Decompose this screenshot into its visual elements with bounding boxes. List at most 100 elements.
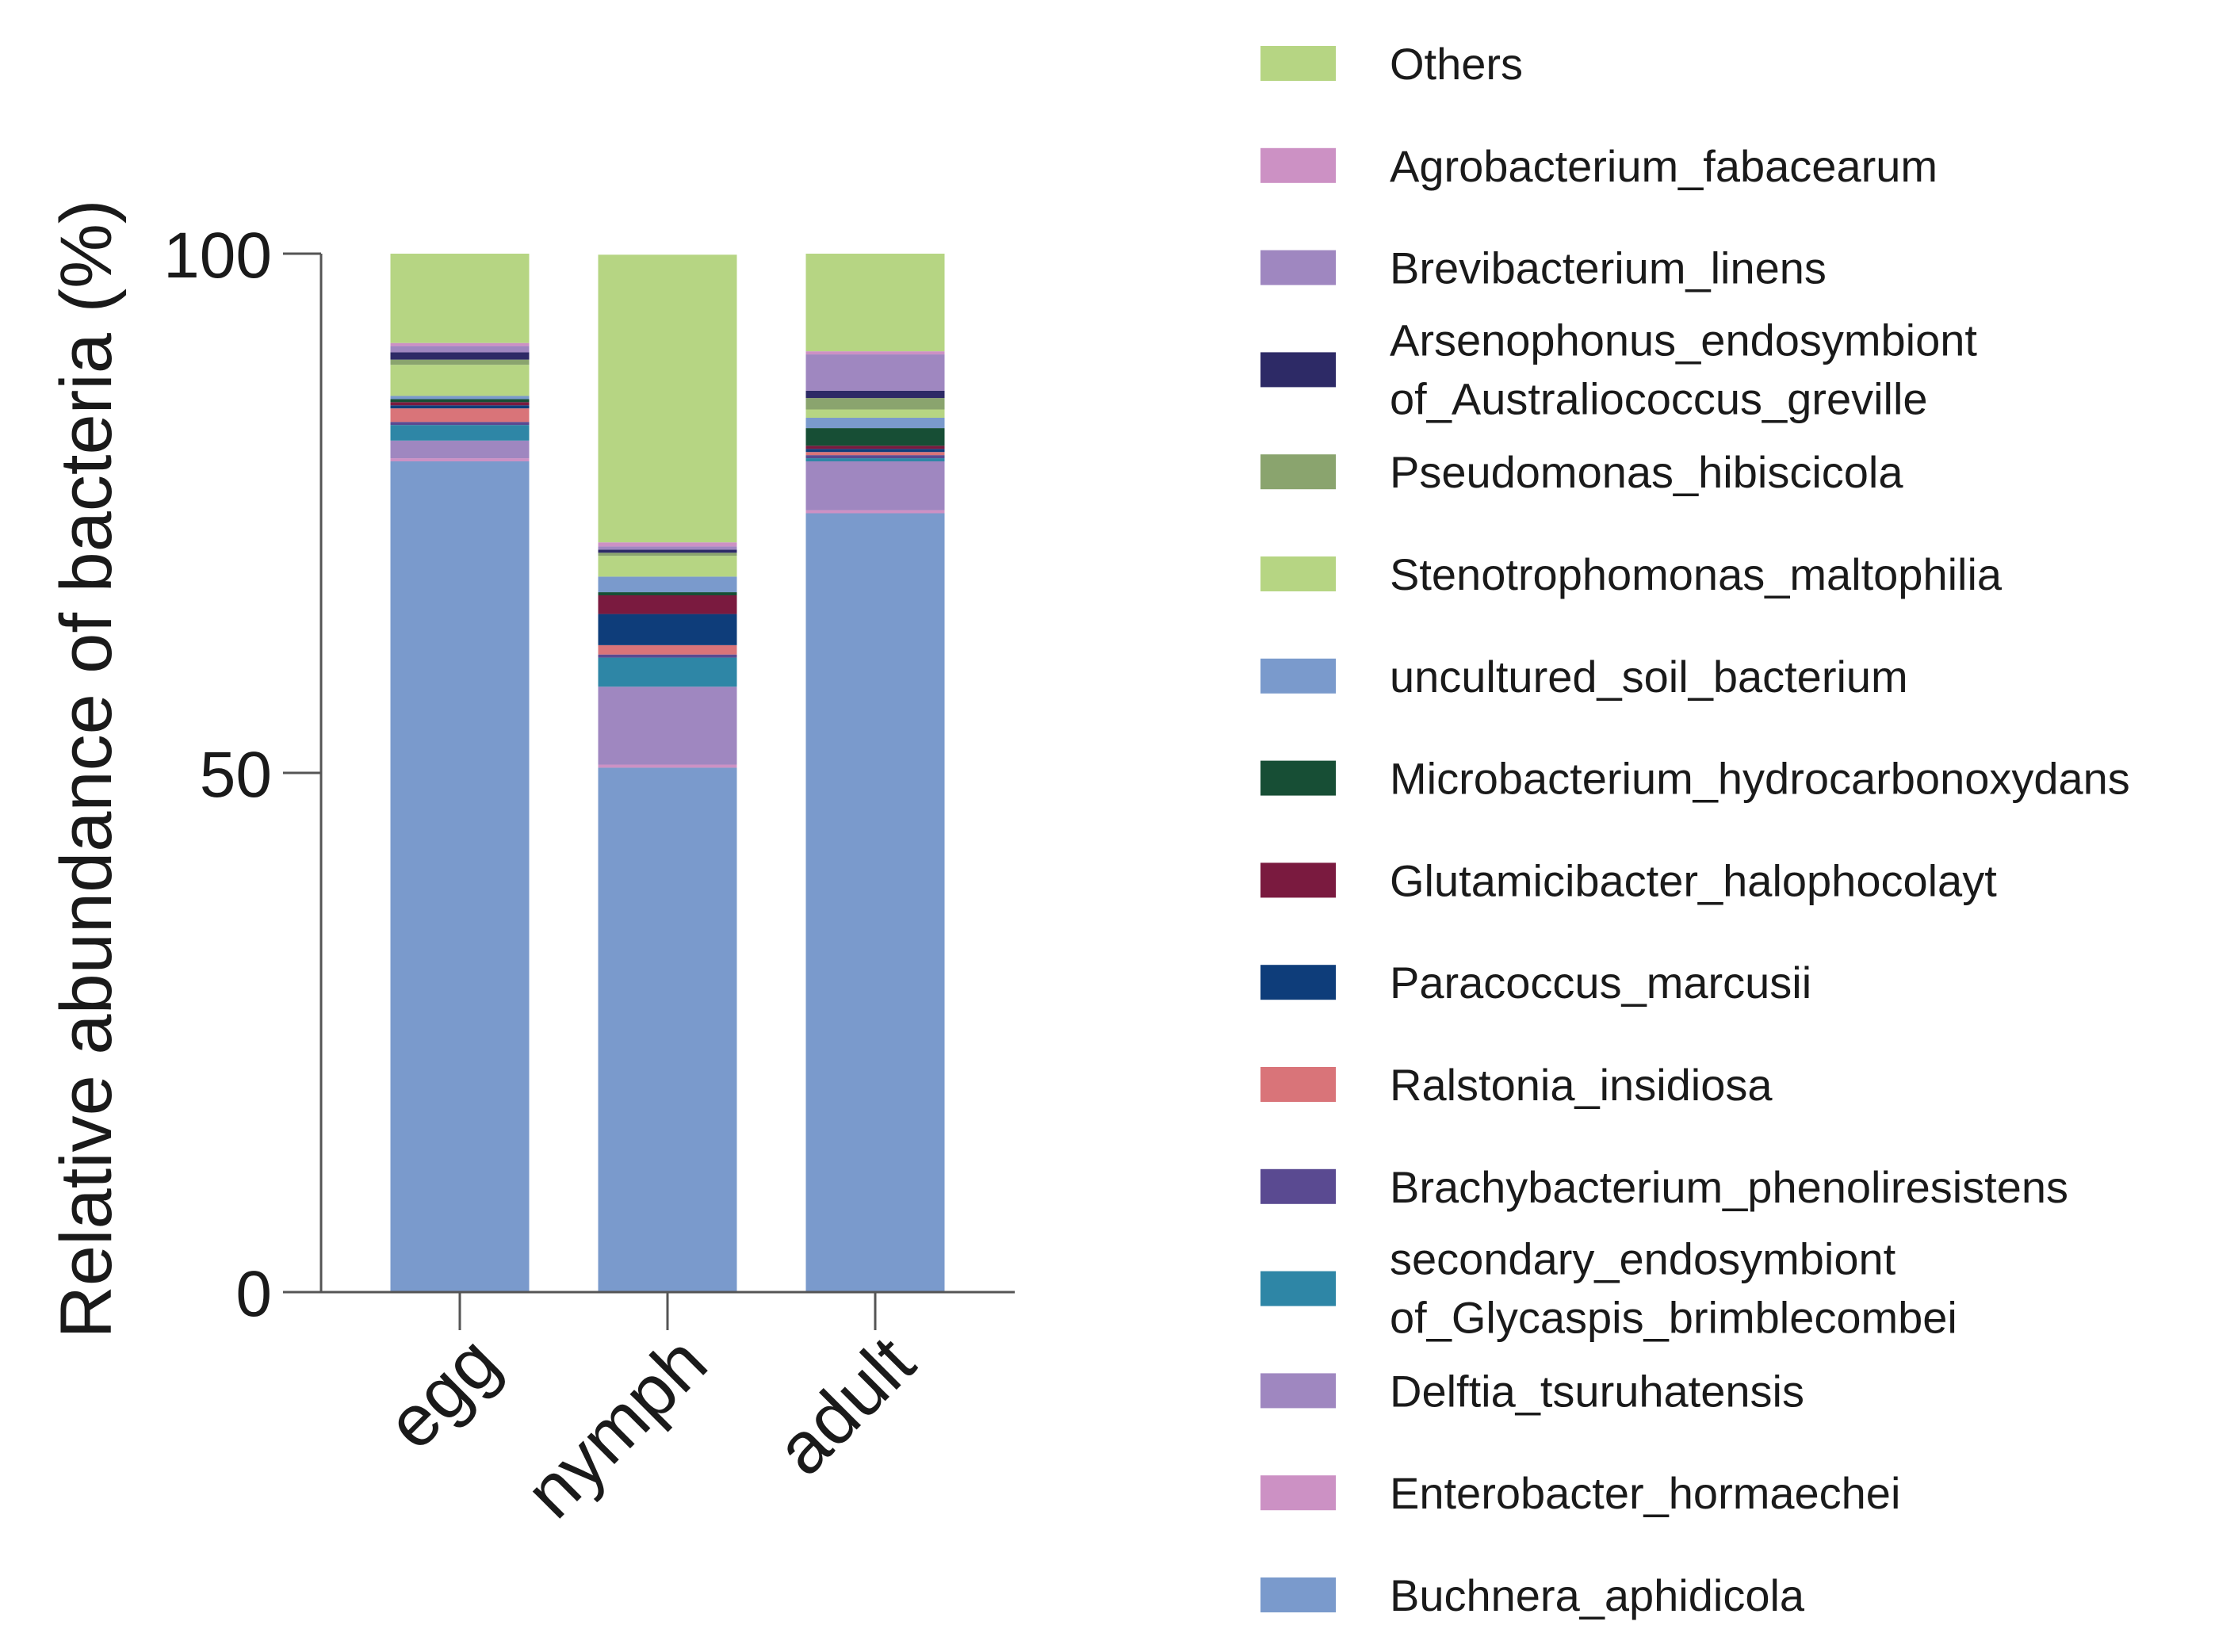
legend-label: Glutamicibacter_halophocolayt <box>1390 855 1997 905</box>
x-tick-label: nymph <box>511 1321 722 1533</box>
bar-segment <box>390 352 530 360</box>
bar-segment <box>390 422 530 426</box>
bar-segment <box>805 354 945 391</box>
bar-segment <box>805 446 945 449</box>
plot-area <box>390 254 945 1292</box>
bar-segment <box>598 595 737 614</box>
bar-segment <box>598 592 737 595</box>
legend-label: Enterobacter_hormaechei <box>1390 1468 1900 1518</box>
bar-stack-nymph <box>598 254 737 1292</box>
bar-segment <box>805 449 945 453</box>
bar-segment <box>805 254 945 352</box>
bar-segment <box>390 396 530 400</box>
bar-segment <box>390 399 530 403</box>
legend-label: Microbacterium_hydrocarbonoxydans <box>1390 754 2130 804</box>
legend-swatch <box>1260 1577 1336 1612</box>
legend-item: Buchnera_aphidicola <box>1260 1570 1805 1620</box>
bar-segment <box>390 458 530 461</box>
legend-swatch <box>1260 147 1336 183</box>
bar-segment <box>390 402 530 406</box>
legend-item: Paracoccus_marcusii <box>1260 958 1811 1008</box>
bar-segment <box>598 254 737 543</box>
bar-segment <box>805 461 945 511</box>
legend: Others Agrobacterium_fabacearum Brevibacte… <box>1260 39 2130 1620</box>
bar-stack-egg <box>390 254 530 1292</box>
legend-swatch <box>1260 1168 1336 1204</box>
bar-segment <box>390 440 530 459</box>
bar-segment <box>390 405 530 409</box>
legend-swatch <box>1260 862 1336 898</box>
legend-label: Stenotrophomonas_maltophilia <box>1390 549 2003 599</box>
x-tick-label: egg <box>371 1321 515 1465</box>
y-axis-label: Relative abundance of bacteria (%) <box>46 199 127 1338</box>
bar-segment <box>805 351 945 355</box>
bar-segment <box>598 576 737 593</box>
legend-swatch <box>1260 1475 1336 1511</box>
bar-segment <box>390 346 530 353</box>
legend-label: Arsenophonus_endosymbiont of_Australiococ… <box>1390 315 1977 423</box>
bar-segment <box>598 657 737 687</box>
legend-swatch <box>1260 1067 1336 1102</box>
legend-swatch <box>1260 760 1336 796</box>
bar-segment <box>390 254 530 343</box>
legend-label: uncultured_soil_bacterium <box>1390 652 1908 702</box>
bar-segment <box>598 553 737 556</box>
bar-segment <box>598 556 737 577</box>
bar-segment <box>805 417 945 429</box>
legend-swatch <box>1260 352 1336 388</box>
legend-item: Others <box>1260 39 1523 89</box>
legend-label: Buchnera_aphidicola <box>1390 1570 1805 1620</box>
legend-label: secondary_endosymbiont of_Glycaspis_brimb… <box>1390 1234 1957 1343</box>
legend-item: Microbacterium_hydrocarbonoxydans <box>1260 754 2130 804</box>
legend-label: Pseudomonas_hibiscicola <box>1390 447 1903 497</box>
legend-swatch <box>1260 965 1336 1000</box>
y-tick-label: 0 <box>235 1258 272 1330</box>
bar-segment <box>598 767 737 1292</box>
bar-segment <box>598 614 737 645</box>
legend-swatch <box>1260 454 1336 490</box>
legend-item: Brachybacterium_phenoliresistens <box>1260 1162 2068 1212</box>
bar-segment <box>805 398 945 410</box>
legend-item: secondary_endosymbiont of_Glycaspis_brimb… <box>1260 1234 1957 1343</box>
legend-item: uncultured_soil_bacterium <box>1260 652 1908 702</box>
bar-segment <box>805 428 945 446</box>
bar-stack-adult <box>805 254 945 1292</box>
bar-segment <box>805 455 945 459</box>
legend-label: Brevibacterium_linens <box>1390 243 1827 293</box>
legend-swatch <box>1260 46 1336 81</box>
bar-segment <box>805 458 945 461</box>
bar-segment <box>598 549 737 553</box>
bar-segment <box>598 654 737 658</box>
legend-label: Brachybacterium_phenoliresistens <box>1390 1162 2068 1212</box>
legend-item: Ralstonia_insidiosa <box>1260 1060 1773 1110</box>
bar-segment <box>390 365 530 396</box>
legend-label: Delftia_tsuruhatensis <box>1390 1366 1804 1416</box>
legend-item: Glutamicibacter_halophocolayt <box>1260 855 1997 905</box>
legend-item: Brevibacterium_linens <box>1260 243 1827 293</box>
legend-label: Ralstonia_insidiosa <box>1390 1060 1773 1110</box>
bar-segment <box>598 764 737 768</box>
bar-segment <box>390 408 530 423</box>
bar-segment <box>805 409 945 418</box>
bar-segment <box>805 510 945 514</box>
legend-swatch <box>1260 556 1336 591</box>
legend-item: Delftia_tsuruhatensis <box>1260 1366 1804 1416</box>
legend-swatch <box>1260 250 1336 285</box>
bar-segment <box>805 513 945 1292</box>
legend-item: Pseudomonas_hibiscicola <box>1260 447 1903 497</box>
bar-segment <box>390 342 530 346</box>
legend-label: Agrobacterium_fabacearum <box>1390 141 1938 191</box>
y-axis-ticks: 0 50 100 <box>163 220 321 1330</box>
y-tick-label: 100 <box>163 220 272 292</box>
legend-item: Arsenophonus_endosymbiont of_Australiococ… <box>1260 315 1977 423</box>
legend-swatch <box>1260 1271 1336 1306</box>
x-tick-label: adult <box>761 1321 930 1490</box>
bar-segment <box>598 686 737 765</box>
bar-segment <box>805 390 945 399</box>
bar-segment <box>598 542 737 547</box>
legend-swatch <box>1260 658 1336 694</box>
bar-segment <box>390 425 530 441</box>
y-tick-label: 50 <box>200 739 272 811</box>
